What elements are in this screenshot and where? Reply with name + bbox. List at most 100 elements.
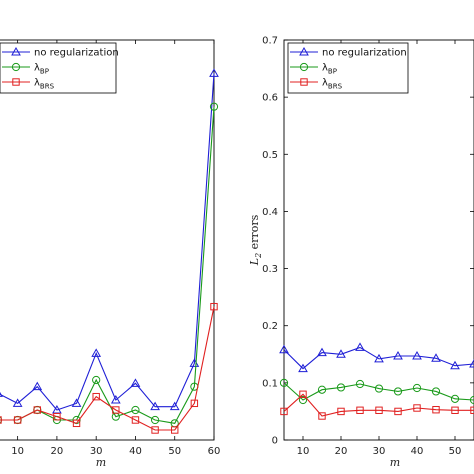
y-tick-label: 0.4 bbox=[262, 207, 278, 218]
plot-2: 10 20 30 40 50 0 0.1 0.2 0.3 0.4 0.5 0.6 0.7 m L2 erro… bbox=[248, 36, 474, 469]
x-tick-label: 20 bbox=[335, 446, 348, 457]
legend-label: no regularization bbox=[322, 48, 407, 59]
data-point bbox=[91, 348, 102, 357]
x-tick-label: 20 bbox=[51, 446, 64, 457]
legend-marker bbox=[299, 62, 309, 72]
data-point bbox=[280, 407, 288, 416]
data-point bbox=[374, 384, 384, 393]
data-point bbox=[450, 360, 460, 370]
series-line bbox=[0, 73, 215, 411]
data-point bbox=[209, 68, 219, 77]
data-point bbox=[0, 416, 2, 424]
data-point bbox=[431, 353, 441, 362]
data-point bbox=[130, 378, 141, 387]
data-point bbox=[412, 350, 422, 360]
data-point bbox=[451, 406, 459, 414]
y-tick-label: 0.2 bbox=[262, 321, 278, 332]
data-point bbox=[336, 349, 346, 358]
x-tick-label: 50 bbox=[449, 446, 462, 457]
data-point bbox=[432, 406, 440, 414]
x-tick-label: 40 bbox=[129, 446, 142, 457]
data-point bbox=[110, 394, 121, 404]
series-line bbox=[283, 346, 474, 370]
data-point bbox=[469, 358, 474, 368]
x-tick-label: 60 bbox=[208, 446, 221, 457]
data-point bbox=[298, 395, 308, 405]
data-point bbox=[71, 398, 82, 407]
data-point bbox=[298, 363, 308, 373]
data-point bbox=[0, 391, 3, 397]
y-tick-label: 0 bbox=[272, 436, 278, 447]
plot-1: 10 20 30 40 50 60 m no regularization λBP λBRS bbox=[0, 39, 221, 469]
data-point bbox=[92, 375, 101, 385]
series-1 bbox=[0, 68, 219, 414]
data-point bbox=[356, 406, 364, 414]
legend-label: λBRS bbox=[34, 78, 55, 91]
y-tick-label: 0.5 bbox=[262, 150, 278, 161]
legend-marker bbox=[300, 78, 308, 86]
series-2 bbox=[279, 378, 474, 405]
y-tick-label: 0.1 bbox=[262, 378, 278, 389]
data-point bbox=[317, 347, 327, 357]
series-line bbox=[0, 306, 215, 431]
data-point bbox=[131, 416, 140, 424]
series-1 bbox=[279, 342, 474, 373]
y-tick-label: 0.3 bbox=[262, 264, 278, 275]
legend-box bbox=[287, 42, 409, 94]
series-line bbox=[283, 382, 474, 401]
legend-marker bbox=[11, 46, 21, 56]
data-point bbox=[72, 419, 81, 428]
y-tick-label: 0.7 bbox=[262, 36, 278, 47]
data-point bbox=[12, 398, 23, 407]
data-point bbox=[13, 416, 22, 424]
data-point bbox=[209, 102, 219, 111]
data-point bbox=[32, 381, 43, 391]
series-3 bbox=[0, 302, 218, 434]
legend: no regularization λBP λBRS bbox=[0, 42, 119, 94]
x-axis-label: m bbox=[390, 456, 400, 469]
x-tick-label: 10 bbox=[297, 446, 310, 457]
data-point bbox=[355, 379, 365, 389]
x-axis-label: m bbox=[96, 456, 106, 469]
data-point bbox=[450, 394, 460, 403]
data-point bbox=[413, 404, 421, 412]
data-point bbox=[431, 387, 441, 396]
x-tick-label: 30 bbox=[90, 446, 103, 457]
data-point bbox=[393, 387, 403, 396]
data-point bbox=[279, 344, 289, 354]
legend-label: λBRS bbox=[322, 78, 343, 91]
legend-label: no regularization bbox=[34, 48, 119, 59]
data-point bbox=[393, 350, 403, 360]
data-point bbox=[394, 407, 402, 416]
data-point bbox=[151, 426, 159, 434]
series-line bbox=[0, 106, 215, 424]
data-point bbox=[112, 406, 120, 414]
legend-marker bbox=[11, 62, 21, 72]
legend-label: λBP bbox=[34, 63, 49, 76]
data-point bbox=[318, 412, 326, 420]
data-point bbox=[374, 353, 384, 363]
data-point bbox=[375, 406, 383, 414]
data-point bbox=[190, 399, 199, 408]
plot-frame bbox=[283, 39, 474, 441]
data-point bbox=[279, 378, 289, 387]
data-point bbox=[336, 383, 346, 392]
x-tick-label: 40 bbox=[411, 446, 424, 457]
legend: no regularization λBP λBRS bbox=[287, 42, 409, 94]
x-tick-label: 30 bbox=[373, 446, 386, 457]
legend-label: λBP bbox=[322, 63, 337, 76]
data-point bbox=[169, 401, 180, 411]
data-point bbox=[53, 412, 61, 421]
data-point bbox=[355, 342, 365, 351]
data-point bbox=[92, 392, 100, 401]
data-point bbox=[299, 390, 307, 398]
data-point bbox=[317, 385, 327, 394]
data-point bbox=[150, 401, 160, 411]
data-point bbox=[171, 426, 179, 434]
data-point bbox=[33, 406, 41, 414]
legend-marker bbox=[12, 78, 20, 86]
x-tick-label: 10 bbox=[11, 446, 24, 457]
data-point bbox=[131, 405, 140, 415]
plot-frame bbox=[0, 39, 215, 441]
